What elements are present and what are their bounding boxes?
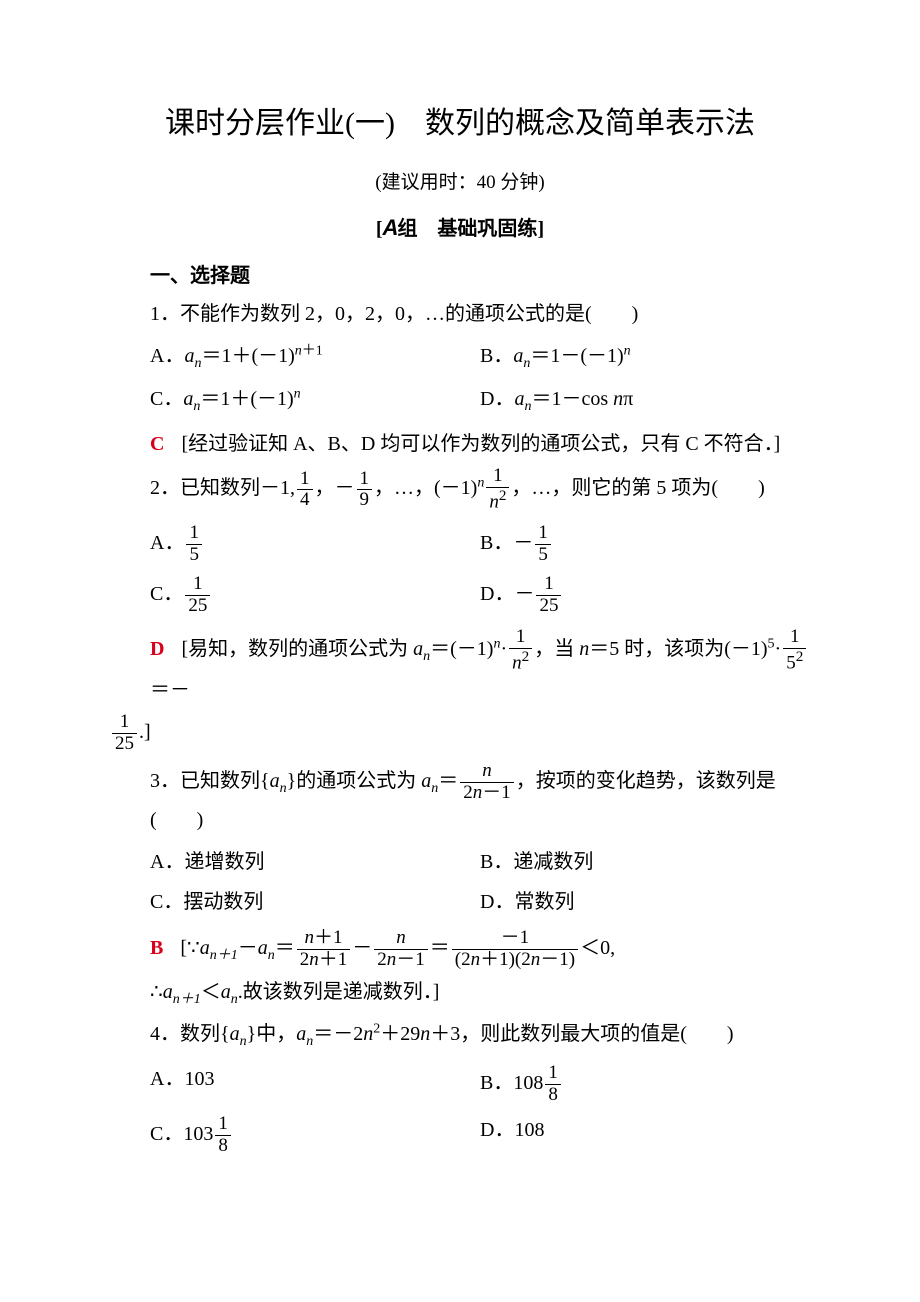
- q4-suffix: ，则此数列最大项的值是( ): [460, 1023, 733, 1045]
- q3-prefix: 3．已知数列{: [150, 770, 270, 792]
- title-text: 课时分层作业(一) 数列的概念及简单表示法: [165, 107, 755, 140]
- q2-prefix: 2．已知数列: [150, 478, 260, 500]
- q4-option-C: C．10318: [150, 1114, 480, 1157]
- q2-ans-prefix: [易知，数列的通项公式为: [181, 638, 413, 660]
- subheading-choice: 一、选择题: [150, 260, 810, 292]
- question-1: 1．不能作为数列 2，0，2，0，…的通项公式的是( ) A．an＝1＋(－1)…: [110, 298, 810, 461]
- q2-option-A: A．15: [150, 523, 480, 566]
- q4-C-label: C．: [150, 1123, 183, 1145]
- q1-D-label: D．: [480, 388, 514, 410]
- q3-option-A: A．递增数列: [150, 846, 480, 878]
- q3-option-B: B．递减数列: [480, 846, 810, 878]
- q1-options: A．an＝1＋(－1)n＋1 B．an＝1－(－1)n C．an＝1＋(－1)n…: [150, 336, 810, 423]
- q2-A-label: A．: [150, 532, 184, 554]
- section-letter: A: [383, 215, 398, 240]
- q3-option-C: C．摆动数列: [150, 886, 480, 918]
- q3-options: A．递增数列 B．递减数列 C．摆动数列 D．常数列: [150, 842, 810, 922]
- q3-answer-cont: ∴an＋1＜an.故该数列是递减数列．]: [150, 976, 810, 1011]
- q1-answer: C [经过验证知 A、B、D 均可以作为数列的通项公式，只有 C 不符合．]: [150, 428, 810, 460]
- page-title: 课时分层作业(一) 数列的概念及简单表示法: [110, 100, 810, 148]
- q4-option-B: B．10818: [480, 1063, 810, 1106]
- q1-stem: 1．不能作为数列 2，0，2，0，…的通项公式的是( ): [150, 298, 810, 330]
- q1-option-D: D．an＝1－cos nπ: [480, 383, 810, 418]
- q1-answer-letter: C: [150, 433, 164, 455]
- q2-suffix: ，…，则它的第 5 项为( ): [511, 478, 764, 500]
- question-4: 4．数列{an}中，an＝－2n2＋29n＋3，则此数列最大项的值是( ) A．…: [110, 1018, 810, 1161]
- q1-C-label: C．: [150, 388, 183, 410]
- q4-B-label: B．: [480, 1072, 513, 1094]
- q2-stem: 2．已知数列－1,14，－19，…，(－1)n1n2，…，则它的第 5 项为( …: [150, 466, 810, 513]
- bracket-close: ]: [537, 218, 544, 240]
- q1-option-A: A．an＝1＋(－1)n＋1: [150, 340, 480, 375]
- q4-option-A: A．103: [150, 1063, 480, 1106]
- q2-option-C: C．125: [150, 574, 480, 617]
- q2-option-B: B．－15: [480, 523, 810, 566]
- q2-B-label: B．: [480, 532, 513, 554]
- q2-answer-cont: 125.]: [110, 712, 810, 755]
- q1-B-label: B．: [480, 345, 513, 367]
- q1-option-B: B．an＝1－(－1)n: [480, 340, 810, 375]
- q2-options: A．15 B．－15 C．125 D．－125: [150, 519, 810, 621]
- q3-mid: }的通项公式为: [287, 770, 422, 792]
- time-suggestion: (建议用时：40 分钟): [110, 168, 810, 198]
- section-text: 组 基础巩固练: [397, 218, 537, 240]
- q2-option-D: D．－125: [480, 574, 810, 617]
- q1-answer-text: [经过验证知 A、B、D 均可以作为数列的通项公式，只有 C 不符合．]: [181, 433, 780, 455]
- q3-answer-letter: B: [150, 937, 163, 959]
- q3-answer: B [∵an＋1－an＝n＋12n＋1－n2n－1＝－1(2n＋1)(2n－1)…: [150, 928, 810, 971]
- q2-D-label: D．: [480, 583, 514, 605]
- q2-ans-mid: ，当: [534, 638, 579, 660]
- bracket-open: [: [376, 218, 383, 240]
- question-2: 2．已知数列－1,14，－19，…，(－1)n1n2，…，则它的第 5 项为( …: [110, 466, 810, 755]
- q4-option-D: D．108: [480, 1114, 810, 1157]
- q4-mid: }中，: [247, 1023, 297, 1045]
- q4-options: A．103 B．10818 C．10318 D．108: [150, 1059, 810, 1161]
- q2-ans-eq: 时，该项为: [619, 638, 724, 660]
- q3-stem: 3．已知数列{an}的通项公式为 an＝n2n－1，按项的变化趋势，该数列是( …: [150, 761, 810, 836]
- section-header: [A组 基础巩固练]: [110, 210, 810, 245]
- q3-ans-suffix: .故该数列是递减数列．]: [238, 981, 440, 1003]
- q2-C-label: C．: [150, 583, 183, 605]
- q1-A-label: A．: [150, 345, 184, 367]
- question-3: 3．已知数列{an}的通项公式为 an＝n2n－1，按项的变化趋势，该数列是( …: [110, 761, 810, 1012]
- q1-option-C: C．an＝1＋(－1)n: [150, 383, 480, 418]
- q2-answer-letter: D: [150, 638, 164, 660]
- q4-stem: 4．数列{an}中，an＝－2n2＋29n＋3，则此数列最大项的值是( ): [150, 1018, 810, 1053]
- q2-answer: D [易知，数列的通项公式为 an＝(－1)n·1n2，当 n＝5 时，该项为(…: [150, 627, 810, 706]
- subtitle-text: (建议用时：40 分钟): [375, 172, 544, 193]
- q4-prefix: 4．数列{: [150, 1023, 230, 1045]
- q3-option-D: D．常数列: [480, 886, 810, 918]
